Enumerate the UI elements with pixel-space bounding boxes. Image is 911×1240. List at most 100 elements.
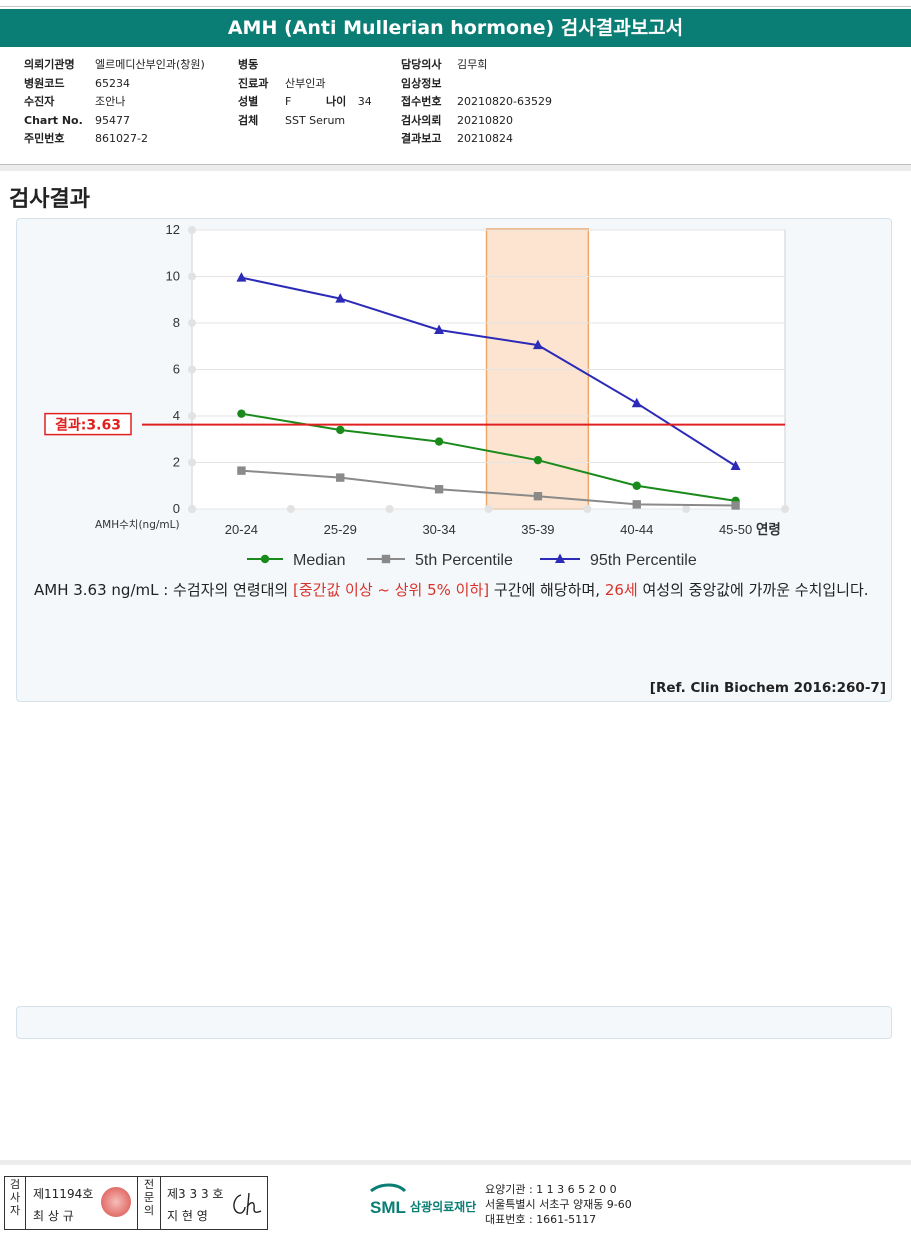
series-line xyxy=(241,276,737,467)
examiner-seal xyxy=(101,1187,131,1217)
contact-line: 대표번호 : 1661-5117 xyxy=(485,1213,597,1226)
amh-chart: 0 2 4 6 8 10 12 20-24 25-29 30-34 35-39 40-44 45-50 A… xyxy=(44,222,789,569)
contact-line: 서울특별시 서초구 양재동 9-60 xyxy=(485,1198,632,1211)
data-point xyxy=(335,293,346,303)
info-row: 주민번호 861027-2 xyxy=(24,130,205,149)
info-label: 검사의뢰 xyxy=(401,113,442,127)
info-label: 병원코드 xyxy=(24,76,65,90)
company-name: 삼광의료재단 xyxy=(410,1200,477,1214)
info-row: Chart No. 95477 xyxy=(24,112,205,131)
info-value: SST Serum xyxy=(285,113,346,127)
info-label: 결과보고 xyxy=(401,132,442,145)
info-value: 95477 xyxy=(95,113,130,127)
info-value: 산부인과 xyxy=(285,76,326,90)
examiner-name: 최 상 규 xyxy=(33,1209,74,1223)
description-age-highlight: 26세 xyxy=(604,581,638,599)
description-text-3: 여성의 중앙값에 가까운 수치입니다. xyxy=(637,581,869,599)
section-divider xyxy=(0,165,911,171)
info-label: 임상정보 xyxy=(401,76,442,90)
y-tick-marker xyxy=(188,319,196,327)
info-label: Chart No. xyxy=(24,113,83,127)
info-row: 병원코드 65234 xyxy=(24,75,205,94)
data-point xyxy=(336,473,345,482)
data-point xyxy=(237,466,246,475)
x-tick-label: 25-29 xyxy=(324,522,357,537)
legend-marker xyxy=(555,553,565,563)
info-label: 성별 xyxy=(238,95,259,108)
legend-marker xyxy=(260,554,270,564)
info-label: 검체 xyxy=(238,113,259,127)
x-tick-marker xyxy=(385,505,394,513)
comment-panel xyxy=(16,1006,892,1039)
info-value: F xyxy=(285,95,292,108)
info-value: 엘르메디산부인과(창원) xyxy=(95,58,205,71)
x-tick-label: 20-24 xyxy=(225,522,258,537)
legend-marker xyxy=(381,554,391,564)
description-range-highlight: [중간값 이상 ~ 상위 5% 이하] xyxy=(293,581,490,599)
contact-line: 요양기관 : 1 1 3 6 5 2 0 0 xyxy=(485,1183,617,1196)
data-point xyxy=(434,437,444,446)
y-tick-marker xyxy=(188,365,196,374)
info-row: 성별 F xyxy=(238,93,345,112)
reference-citation: [Ref. Clin Biochem 2016:260-7] xyxy=(649,680,886,696)
info-label: 담당의사 xyxy=(401,58,442,71)
x-axis-label: 연령 xyxy=(756,522,781,538)
y-tick-label: 6 xyxy=(173,362,180,377)
y-tick-label: 0 xyxy=(173,501,180,516)
info-value: 65234 xyxy=(95,76,130,90)
x-tick-marker xyxy=(781,505,789,513)
info-row: 담당의사 김무희 xyxy=(401,56,552,75)
info-value: 20210820-63529 xyxy=(457,95,552,108)
x-tick-marker xyxy=(682,505,691,513)
y-tick-marker xyxy=(188,226,196,234)
info-row: 진료과 산부인과 xyxy=(238,75,345,94)
doctor-license-number: 제3 3 3 호 xyxy=(167,1187,224,1201)
y-tick-marker xyxy=(188,272,196,281)
y-tick-label: 2 xyxy=(173,455,180,470)
data-point xyxy=(731,501,740,510)
legend-label: Median xyxy=(293,552,345,569)
data-point xyxy=(434,324,445,334)
x-tick-label: 40-44 xyxy=(620,522,653,537)
footer-divider xyxy=(0,1160,911,1165)
info-row: 검사의뢰 20210820 xyxy=(401,112,552,131)
x-tick-marker xyxy=(583,505,592,513)
legend-label: 95th Percentile xyxy=(590,552,697,569)
series-line xyxy=(241,469,736,507)
data-point xyxy=(336,425,345,435)
patient-info-column: 의뢰기관명 엘르메디산부인과(창원) 병원코드 65234 수진자 조안나 Chart No… xyxy=(24,56,205,149)
top-divider xyxy=(0,6,911,7)
description-text-1: AMH 3.63 ng/mL : 수검자의 연령대의 xyxy=(34,581,293,599)
x-tick-marker xyxy=(484,505,493,513)
x-tick-label: 45-50 xyxy=(719,522,752,537)
y-tick-marker xyxy=(188,458,196,467)
result-label: 결과:3.63 xyxy=(55,417,121,434)
logo-text: SML xyxy=(370,1198,406,1217)
data-point xyxy=(236,272,247,282)
info-value: 20210820 xyxy=(457,113,513,127)
doctor-signature xyxy=(233,1192,262,1216)
info-label: 접수번호 xyxy=(401,95,442,108)
result-panel: 0 2 4 6 8 10 12 20-24 25-29 30-34 35-39 40-44 45-50 A… xyxy=(16,218,892,702)
age-field: 나이 34 xyxy=(326,93,372,112)
y-tick-label: 10 xyxy=(166,269,180,284)
data-point xyxy=(434,485,444,494)
info-label: 병동 xyxy=(238,58,259,71)
x-tick-label: 35-39 xyxy=(521,522,554,537)
age-label: 나이 xyxy=(326,95,347,108)
data-point xyxy=(632,481,641,490)
data-point xyxy=(532,339,543,350)
info-row: 검체 SST Serum xyxy=(238,112,345,131)
y-tick-label: 8 xyxy=(173,315,180,330)
company-logo: SML xyxy=(367,1181,409,1225)
x-tick-label: 30-34 xyxy=(422,522,455,537)
info-row: 결과보고 20210824 xyxy=(401,130,552,149)
info-value: 김무희 xyxy=(457,58,488,71)
y-axis-label: AMH수치(ng/mL) xyxy=(95,519,180,531)
result-label-box xyxy=(44,412,132,436)
info-value: 20210824 xyxy=(457,132,513,145)
